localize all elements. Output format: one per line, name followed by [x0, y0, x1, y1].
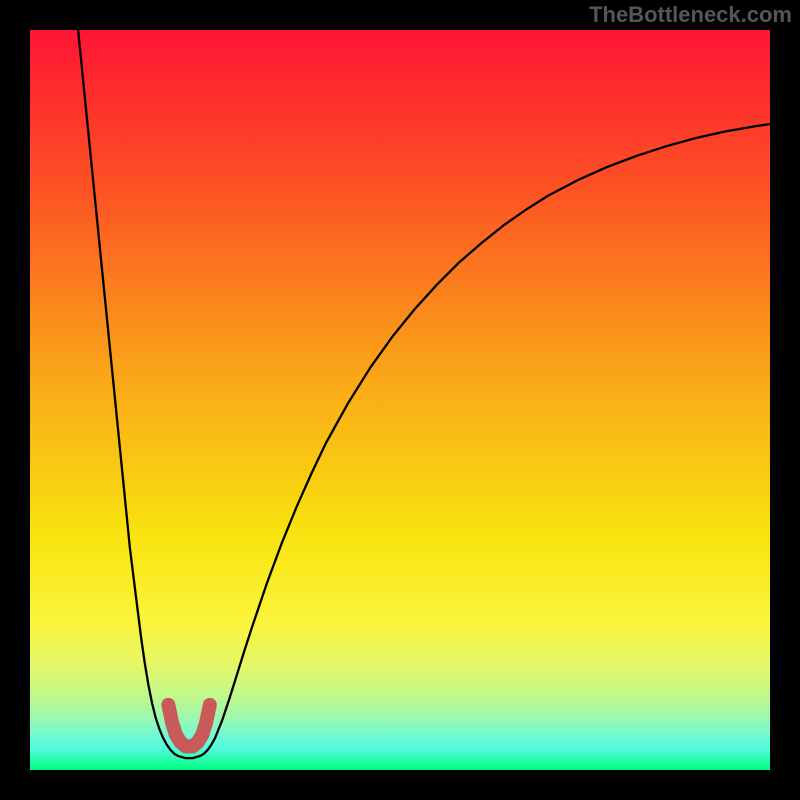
- chart-svg: [0, 0, 800, 800]
- chart-container: TheBottleneck.com: [0, 0, 800, 800]
- plot-background-gradient: [30, 30, 770, 770]
- watermark-text: TheBottleneck.com: [589, 2, 792, 28]
